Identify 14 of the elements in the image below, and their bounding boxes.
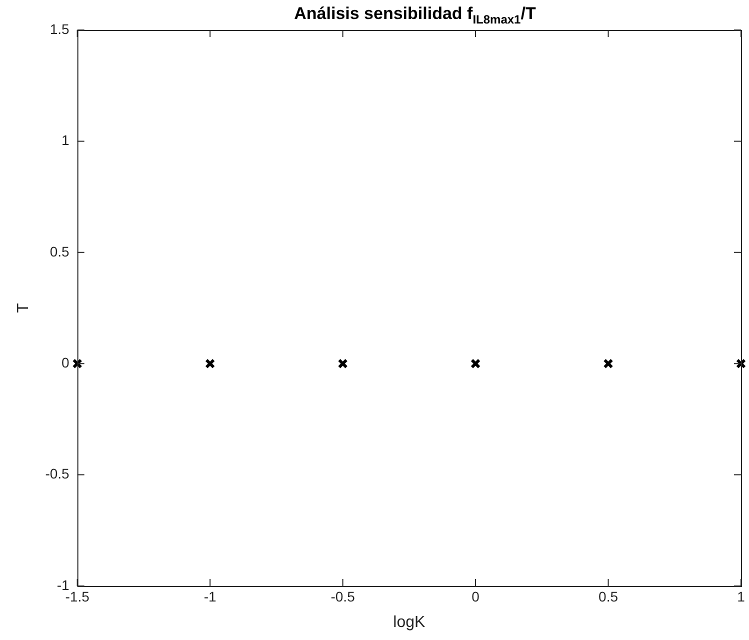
- y-axis-title: T: [15, 302, 32, 313]
- y-tick-label: 1.5: [50, 20, 70, 37]
- y-tick-label: 0.5: [50, 243, 70, 260]
- y-tick-label: -0.5: [45, 466, 70, 482]
- x-tick-label: -0.5: [330, 588, 356, 604]
- x-tick-label: 0: [472, 588, 480, 604]
- x-tick-label: 0.5: [598, 588, 618, 604]
- y-tick-label: -1: [56, 576, 70, 593]
- x-axis-title: logK: [393, 614, 426, 631]
- y-tick-label: 1: [62, 132, 70, 148]
- x-tick-label: -1: [204, 588, 216, 604]
- y-tick-label: 0: [62, 354, 70, 370]
- x-tick-label: 1: [737, 588, 746, 604]
- chart-title: Análisis sensibilidad f$_{IL8max1}$/T: [293, 4, 537, 26]
